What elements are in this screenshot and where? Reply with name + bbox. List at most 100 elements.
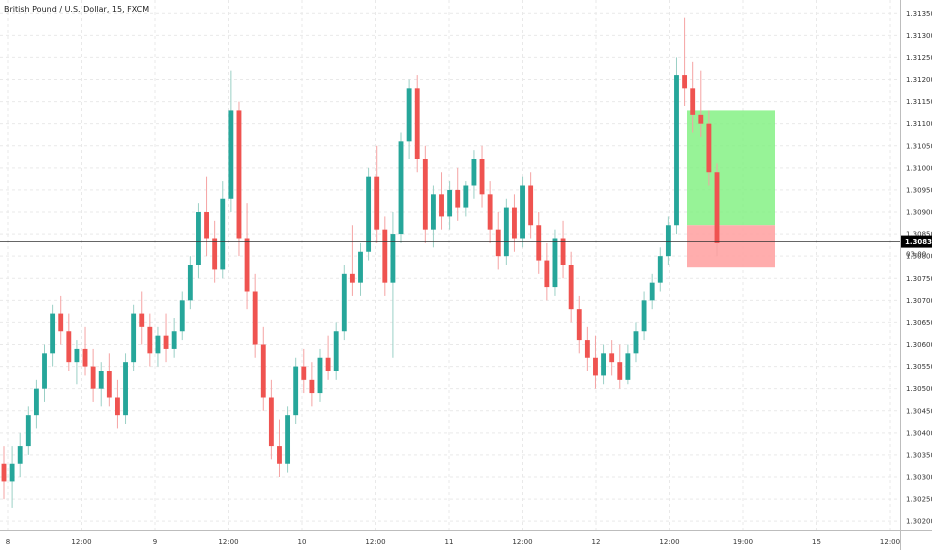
price-tick-label: 1.30550 [906, 363, 932, 371]
candle-up [657, 256, 663, 283]
candle-up [171, 331, 177, 349]
candle-up [503, 207, 509, 257]
candle-down [58, 313, 64, 332]
price-tick-label: 1.30450 [906, 407, 932, 415]
time-tick-label: 10 [298, 538, 307, 546]
price-tick-label: 1.30250 [906, 496, 932, 504]
candle-up [390, 234, 396, 283]
candle-down [495, 229, 501, 257]
candle-down [422, 159, 428, 230]
candle-down [706, 123, 712, 173]
candle-down [714, 172, 720, 243]
price-tick-label: 1.31050 [906, 142, 932, 150]
price-tick-label: 1.30350 [906, 451, 932, 459]
chart-title: British Pound / U.S. Dollar, 15, FXCM [4, 5, 149, 14]
candles [1, 17, 720, 508]
candle-up [520, 185, 525, 239]
candle-up [665, 225, 671, 257]
time-tick-label: 12:00 [659, 538, 679, 546]
time-tick-label: 12:00 [71, 538, 91, 546]
candle-up [358, 251, 363, 283]
candle-up [155, 335, 161, 354]
price-tick-label: 1.31300 [906, 32, 932, 40]
candle-up [641, 300, 647, 332]
position-tool[interactable] [687, 110, 775, 268]
candle-down [374, 176, 380, 230]
price-tick-label: 1.30900 [906, 209, 932, 217]
candle-down [576, 309, 582, 341]
candle-up [33, 388, 39, 416]
price-tick-label: 1.31150 [906, 98, 932, 106]
candle-up [228, 110, 234, 199]
current-price-marker: 1.30833 03:00 [0, 235, 932, 259]
price-tick-label: 1.30800 [906, 253, 932, 261]
time-axis[interactable]: 8 12:00 9 12:00 10 12:00 11 12:00 12 12:00 19:00 15… [6, 538, 932, 546]
current-price-label-bg [901, 235, 932, 248]
price-tick-label: 1.31100 [906, 120, 932, 128]
price-axis[interactable]: 1.30200 1.30250 1.30300 1.30350 1.30400 1.304… [906, 10, 932, 526]
candle-down [163, 335, 169, 349]
candle-up [406, 88, 412, 142]
candle-down [690, 88, 696, 115]
candle-down [244, 238, 250, 292]
candle-up [333, 331, 339, 371]
candle-down [268, 397, 274, 447]
price-tick-label: 1.30300 [906, 474, 932, 482]
time-tick-label: 12:00 [880, 538, 900, 546]
candle-down [115, 397, 120, 416]
take-profit-zone[interactable] [687, 110, 775, 226]
candle-down [560, 238, 566, 265]
price-tick-label: 1.30850 [906, 231, 932, 239]
candle-down [487, 194, 493, 230]
time-tick-label: 15 [812, 538, 821, 546]
price-tick-label: 1.30950 [906, 186, 932, 194]
time-tick-label: 9 [153, 538, 157, 546]
candle-down [568, 265, 574, 310]
candle-down [66, 331, 72, 363]
price-tick-label: 1.30500 [906, 385, 932, 393]
candle-up [317, 357, 323, 394]
candle-down [301, 366, 307, 380]
candle-down [512, 207, 517, 239]
candle-down [682, 75, 688, 89]
candle-up [179, 300, 185, 332]
candle-down [536, 225, 542, 261]
candle-up [649, 282, 655, 301]
candle-up [463, 185, 469, 208]
candle-down [544, 260, 550, 288]
candle-down [455, 189, 461, 208]
price-tick-label: 1.30400 [906, 429, 932, 437]
time-tick-label: 11 [445, 538, 454, 546]
candle-down [325, 357, 331, 371]
candle-up [123, 362, 128, 416]
candle-up [633, 331, 639, 354]
stop-loss-zone[interactable] [687, 225, 775, 268]
price-tick-label: 1.30700 [906, 297, 932, 305]
price-tick-label: 1.31200 [906, 76, 932, 84]
candle-up [601, 353, 606, 376]
time-tick-label: 12:00 [218, 538, 238, 546]
candle-down [252, 291, 258, 345]
candle-up [447, 189, 453, 217]
candle-up [25, 415, 31, 447]
candle-down [584, 340, 590, 358]
candle-up [131, 313, 137, 363]
candle-up [98, 371, 104, 389]
candle-up [17, 446, 23, 464]
price-tick-label: 1.31350 [906, 10, 932, 18]
candle-up [42, 353, 47, 389]
candle-down [277, 446, 282, 464]
candle-up [674, 75, 679, 226]
candle-up [471, 159, 477, 186]
price-tick-label: 1.30200 [906, 518, 932, 526]
candle-up [366, 176, 372, 252]
candle-down [698, 114, 704, 124]
candle-down [593, 357, 598, 376]
candle-down [212, 238, 218, 270]
time-tick-label: 12 [592, 538, 601, 546]
candle-up [220, 198, 226, 270]
candle-down [82, 348, 88, 367]
current-price-label: 1.30833 [905, 238, 932, 246]
candle-down [1, 463, 7, 482]
